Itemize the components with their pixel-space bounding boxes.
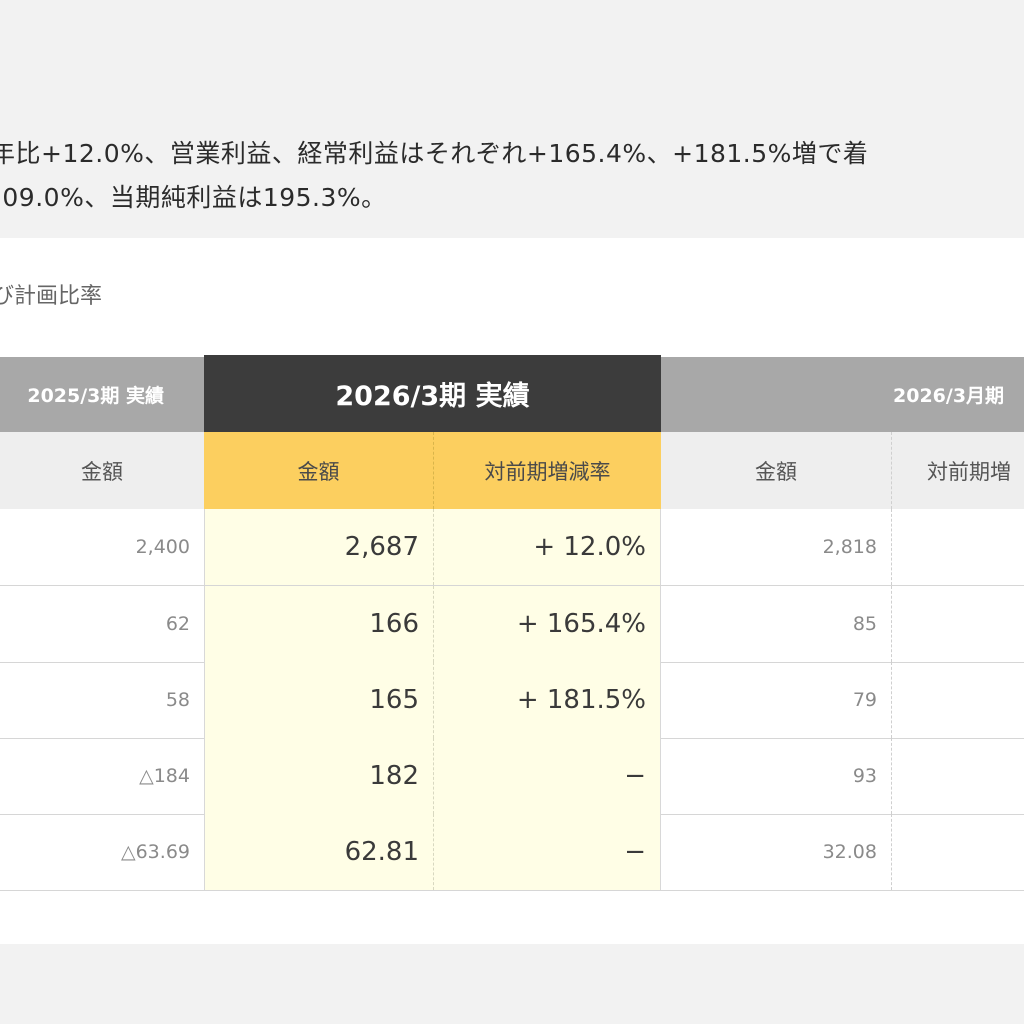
cell-plan-amount: 2,818 <box>822 536 877 558</box>
cell-cur-rate: − <box>433 738 661 814</box>
subheader-prev-amount: 金額 <box>0 432 204 509</box>
cell-prev-amount: △184 <box>139 765 190 787</box>
subheader-cur-rate: 対前期増減率 <box>433 432 661 509</box>
cell-cur-rate: + 12.0% <box>433 509 661 585</box>
header-current-period: 2026/3期 実績 <box>204 355 661 432</box>
cell-plan-rate <box>891 662 1024 738</box>
cell-plan-amount: 93 <box>852 765 877 787</box>
cell-prev-amount: 58 <box>165 689 190 711</box>
cell-plan-amount: 85 <box>852 613 877 635</box>
table-row: 62 166 + 165.4% 85 <box>0 586 1024 663</box>
cell-plan-rate <box>891 586 1024 662</box>
table-row: △184 182 − 93 <box>0 738 1024 815</box>
intro-line-1: 年比+12.0%、営業利益、経常利益はそれぞれ+165.4%、+181.5%増で… <box>0 139 869 168</box>
cell-cur-amount: 166 <box>204 586 433 662</box>
cell-plan-rate <box>891 738 1024 814</box>
intro-line-2: 109.0%、当期純利益は195.3%。 <box>0 183 387 212</box>
cell-cur-rate: + 165.4% <box>433 586 661 662</box>
subheader-cur-amount: 金額 <box>204 432 433 509</box>
subheader-plan-amount: 金額 <box>661 432 891 509</box>
table-row: △63.69 62.81 − 32.08 <box>0 814 1024 891</box>
cell-prev-amount: 62 <box>165 613 190 635</box>
header-prev-period: 2025/3期 実績 <box>0 357 204 432</box>
intro-text: 年比+12.0%、営業利益、経常利益はそれぞれ+165.4%、+181.5%増で… <box>0 132 1024 220</box>
header-plan-period: 2026/3月期 <box>661 357 1024 432</box>
table-row: 2,400 2,687 + 12.0% 2,818 <box>0 509 1024 586</box>
cell-cur-amount: 2,687 <box>204 509 433 585</box>
subheader-plan-rate: 対前期増 <box>891 432 1024 509</box>
cell-cur-rate: − <box>433 814 661 890</box>
cell-cur-amount: 62.81 <box>204 814 433 890</box>
cell-plan-amount: 79 <box>852 689 877 711</box>
cell-plan-rate <box>891 509 1024 585</box>
table-caption: び計画比率 <box>0 284 103 309</box>
cell-cur-amount: 182 <box>204 738 433 814</box>
cell-cur-rate: + 181.5% <box>433 662 661 738</box>
cell-cur-amount: 165 <box>204 662 433 738</box>
cell-prev-amount: 2,400 <box>135 536 190 558</box>
cell-plan-rate <box>891 814 1024 890</box>
table-row: 58 165 + 181.5% 79 <box>0 662 1024 739</box>
cell-plan-amount: 32.08 <box>822 841 877 863</box>
cell-prev-amount: △63.69 <box>120 841 190 863</box>
